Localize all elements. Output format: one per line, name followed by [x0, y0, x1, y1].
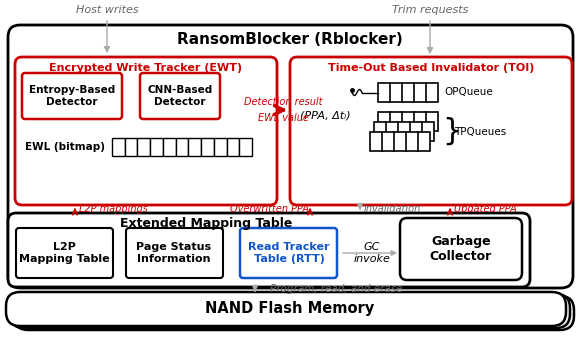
Text: Page Status
Information: Page Status Information — [137, 242, 211, 264]
Bar — [239, 138, 252, 156]
FancyBboxPatch shape — [22, 73, 122, 119]
Text: Garbage
Collector: Garbage Collector — [430, 235, 492, 263]
Bar — [201, 138, 214, 156]
FancyBboxPatch shape — [140, 73, 220, 119]
FancyBboxPatch shape — [10, 294, 570, 328]
FancyBboxPatch shape — [400, 218, 522, 280]
Text: Time-Out Based Invalidator (TOI): Time-Out Based Invalidator (TOI) — [328, 63, 534, 73]
Text: Detection result: Detection result — [244, 97, 323, 107]
Bar — [370, 132, 430, 151]
Bar — [125, 138, 138, 156]
Text: TPQueues: TPQueues — [454, 127, 506, 136]
Text: Extended Mapping Table: Extended Mapping Table — [120, 218, 293, 231]
FancyBboxPatch shape — [126, 228, 223, 278]
Text: GC
invoke: GC invoke — [354, 242, 390, 264]
Text: RansomBlocker (Rblocker): RansomBlocker (Rblocker) — [177, 32, 403, 48]
Bar — [188, 138, 201, 156]
Text: Overwritten PPA: Overwritten PPA — [230, 204, 309, 214]
Bar — [175, 138, 188, 156]
Bar — [374, 122, 434, 141]
Text: EWL value: EWL value — [258, 113, 309, 123]
Bar — [227, 138, 239, 156]
Text: L2P
Mapping Table: L2P Mapping Table — [19, 242, 109, 264]
FancyBboxPatch shape — [14, 296, 574, 330]
Text: Read Tracker
Table (RTT): Read Tracker Table (RTT) — [248, 242, 330, 264]
Bar — [150, 138, 163, 156]
Text: Trim requests: Trim requests — [392, 5, 468, 15]
FancyBboxPatch shape — [15, 57, 277, 205]
Text: NAND Flash Memory: NAND Flash Memory — [205, 302, 375, 316]
Bar — [378, 83, 438, 102]
FancyBboxPatch shape — [290, 57, 572, 205]
Text: L2P mappings: L2P mappings — [79, 204, 148, 214]
Text: (PPA, Δtᵢ): (PPA, Δtᵢ) — [300, 110, 350, 120]
Bar — [378, 112, 438, 131]
Bar — [112, 138, 125, 156]
FancyBboxPatch shape — [8, 213, 530, 287]
FancyBboxPatch shape — [6, 292, 566, 326]
Text: EWL (bitmap): EWL (bitmap) — [25, 142, 105, 152]
Text: Program, read, and erase: Program, read, and erase — [270, 285, 403, 294]
FancyBboxPatch shape — [240, 228, 337, 278]
Bar — [214, 138, 227, 156]
Text: }: } — [442, 117, 461, 146]
FancyBboxPatch shape — [8, 25, 573, 288]
Text: Entropy-Based
Detector: Entropy-Based Detector — [29, 85, 115, 107]
Text: Updated PPA: Updated PPA — [454, 204, 517, 214]
Text: OPQueue: OPQueue — [444, 88, 493, 97]
Bar — [163, 138, 175, 156]
FancyBboxPatch shape — [16, 228, 113, 278]
Text: CNN-Based
Detector: CNN-Based Detector — [148, 85, 213, 107]
Text: Host writes: Host writes — [76, 5, 138, 15]
Text: Encrypted Write Tracker (EWT): Encrypted Write Tracker (EWT) — [49, 63, 242, 73]
Bar — [138, 138, 150, 156]
Text: Invalidation: Invalidation — [364, 204, 421, 214]
